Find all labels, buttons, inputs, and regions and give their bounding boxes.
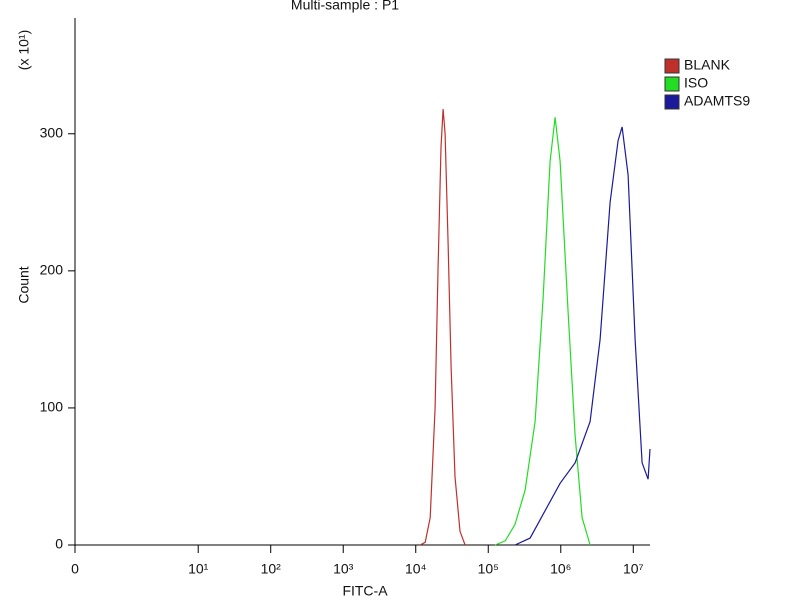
y-tick-label: 100 — [40, 399, 64, 415]
legend-swatch — [664, 94, 680, 110]
y-axis-label: Count — [16, 266, 32, 303]
x-axis-label: FITC-A — [342, 583, 388, 599]
legend-label: ADAMTS9 — [684, 93, 750, 109]
chart-title: Multi-sample : P1 — [291, 0, 399, 13]
y-tick-label: 0 — [55, 536, 63, 552]
x-tick-label: 0 — [71, 561, 79, 577]
legend-swatch — [664, 58, 680, 74]
x-tick-label: 10¹ — [188, 561, 209, 577]
legend-label: ISO — [684, 75, 708, 91]
x-tick-label: 10⁴ — [405, 561, 427, 577]
x-tick-label: 10⁵ — [478, 561, 499, 577]
histogram-line — [419, 109, 466, 546]
histogram-line — [494, 117, 591, 546]
y-multiplier: (x 10¹) — [16, 30, 32, 70]
legend-label: BLANK — [684, 57, 731, 73]
x-tick-label: 10⁷ — [623, 561, 644, 577]
legend-swatch — [664, 76, 680, 92]
histogram-line — [514, 126, 651, 546]
y-tick-label: 200 — [40, 262, 64, 278]
x-tick-label: 10² — [261, 561, 282, 577]
x-tick-label: 10³ — [333, 561, 354, 577]
y-tick-label: 300 — [40, 124, 64, 140]
x-tick-label: 10⁶ — [550, 561, 571, 577]
